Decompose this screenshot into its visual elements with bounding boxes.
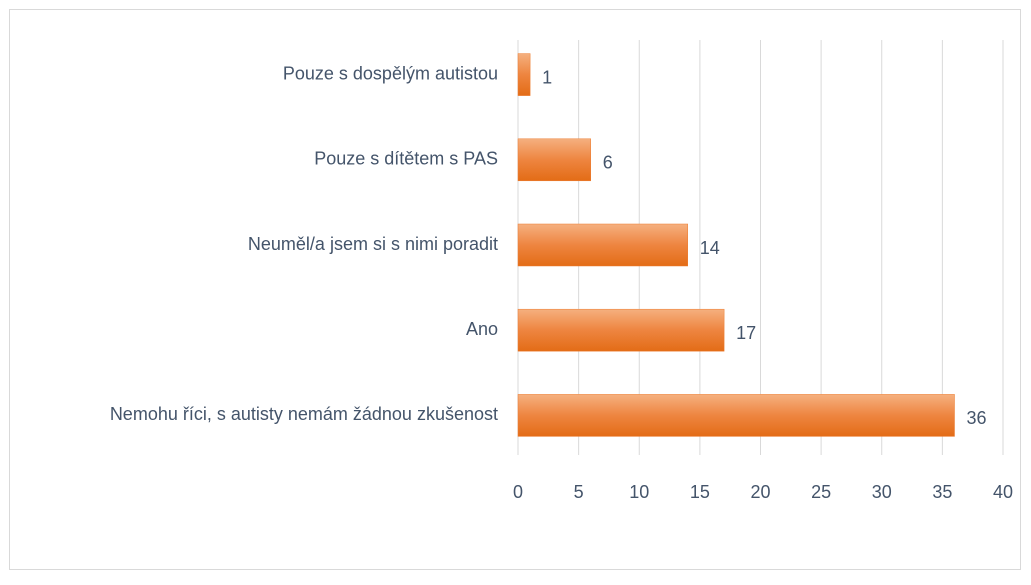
x-tick-label: 30 bbox=[872, 482, 892, 502]
chart-border bbox=[9, 9, 1021, 570]
x-tick-label: 15 bbox=[690, 482, 710, 502]
y-tick-label: Pouze s dítětem s PAS bbox=[314, 149, 498, 169]
data-label: 1 bbox=[542, 67, 552, 87]
bar bbox=[517, 394, 955, 437]
x-tick-label: 0 bbox=[513, 482, 523, 502]
y-tick-label: Ano bbox=[466, 319, 498, 339]
y-tick-label: Pouze s dospělým autistou bbox=[283, 63, 498, 83]
x-tick-label: 20 bbox=[750, 482, 770, 502]
bar bbox=[517, 223, 688, 267]
x-tick-label: 10 bbox=[629, 482, 649, 502]
bar bbox=[517, 53, 531, 96]
x-tick-label: 35 bbox=[932, 482, 952, 502]
x-tick-label: 5 bbox=[574, 482, 584, 502]
data-label: 14 bbox=[700, 238, 720, 258]
bar bbox=[517, 138, 591, 182]
data-label: 6 bbox=[603, 153, 613, 173]
data-label: 36 bbox=[967, 408, 987, 428]
y-tick-label: Neuměl/a jsem si s nimi poradit bbox=[248, 234, 498, 254]
y-tick-label: Nemohu říci, s autisty nemám žádnou zkuš… bbox=[110, 404, 498, 424]
bar bbox=[517, 308, 725, 352]
data-label: 17 bbox=[736, 323, 756, 343]
x-tick-label: 40 bbox=[993, 482, 1013, 502]
x-tick-label: 25 bbox=[811, 482, 831, 502]
